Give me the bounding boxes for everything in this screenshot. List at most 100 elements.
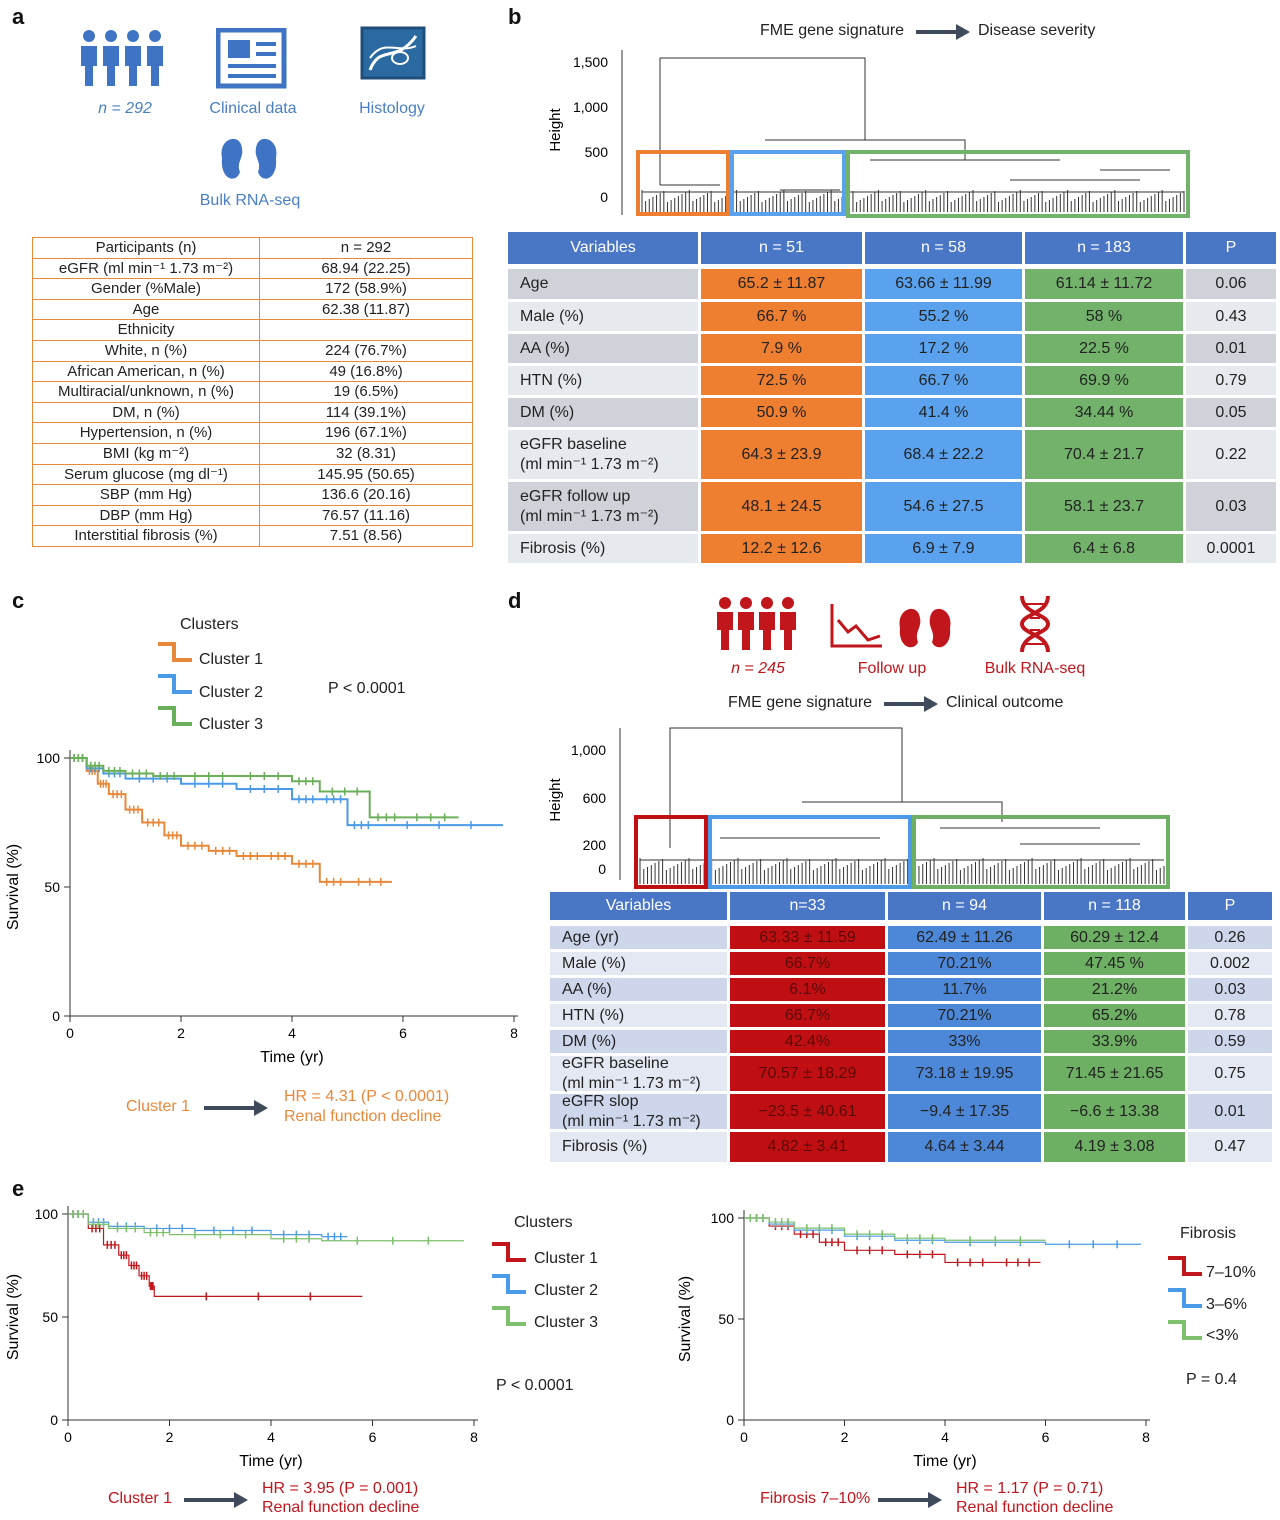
table-value-cell: 0.05: [1186, 398, 1276, 427]
table-value-cell: 33%: [888, 1030, 1041, 1053]
clinical-data-icon: [216, 28, 287, 89]
table-row: Age 62.38 (11.87): [32, 298, 473, 321]
table-value-cell: 114 (39.1%): [259, 401, 473, 424]
dendro-tick: 1,500: [573, 54, 608, 70]
table-value-cell: 63.66 ± 11.99: [865, 269, 1022, 299]
table-value-cell: 61.14 ± 11.72: [1025, 269, 1183, 299]
x-axis-label: Time (yr): [239, 1453, 302, 1470]
table-value-cell: 34.44 %: [1025, 398, 1183, 427]
table-value-cell: 65.2 ± 11.87: [701, 269, 862, 299]
table-value-cell: 70.21%: [888, 952, 1041, 975]
participants-table: Participants (n) n = 292 eGFR (ml min⁻¹ 1.…: [32, 237, 473, 547]
follow-up-icon: [830, 604, 951, 648]
hr-el: HR = 3.95 (P = 0.001): [262, 1480, 419, 1497]
table-label-cell: eGFR slop (ml min⁻¹ 1.73 m⁻²): [550, 1093, 727, 1130]
table-value-cell: 68.94 (22.25): [259, 257, 473, 280]
table-label-cell: Ethnicity: [32, 319, 260, 341]
km-curve-1: [744, 1217, 1041, 1264]
table-value-cell: 58.1 ± 23.7: [1025, 482, 1183, 531]
table-label-cell: HTN (%): [508, 366, 698, 395]
table-header: n = 51: [701, 232, 862, 264]
table-row: Hypertension, n (%) 196 (67.1%): [32, 422, 473, 444]
y-tick-label: 50: [44, 879, 60, 895]
table-header: n = 118: [1044, 892, 1185, 920]
dendro-tick: 500: [585, 144, 609, 160]
table-value-cell: 196 (67.1%): [259, 422, 473, 444]
table-value-cell: 41.4 %: [865, 398, 1022, 427]
axis-frame: [743, 1210, 1150, 1421]
table-value-cell: 0.22: [1186, 430, 1276, 479]
table-value-cell: 62.38 (11.87): [259, 298, 473, 321]
table-value-cell: 32 (8.31): [259, 442, 473, 465]
km-chart-c: 0 2 4 6 8 0 50 100 Time (yr) Survival (%): [5, 750, 518, 1066]
table-value-cell: 0.06: [1186, 269, 1276, 299]
legend-item-el2: Cluster 2: [534, 1282, 599, 1299]
table-label-cell: Gender (%Male): [32, 278, 260, 300]
x-axis-label: Time (yr): [913, 1453, 976, 1470]
table-value-cell: 63.33 ± 11.59: [730, 926, 885, 949]
table-header: n = 94: [888, 892, 1041, 920]
km-chart-e-right: 0 2 4 6 8 0 50 100 Time (yr) Survival (%): [677, 1210, 1150, 1470]
axis-frame: [67, 1206, 478, 1421]
table-row: African American, n (%) 49 (16.8%): [32, 360, 473, 383]
table-header: P: [1188, 892, 1272, 920]
x-tick-label: 4: [941, 1429, 949, 1445]
table-value-cell: 0.03: [1188, 978, 1272, 1001]
y-tick-label: 0: [50, 1412, 58, 1428]
panel-letter-e: e: [12, 1176, 25, 1201]
table-value-cell: 54.6 ± 27.5: [865, 482, 1022, 531]
table-value-cell: 0.002: [1188, 952, 1272, 975]
rna-seq-label-d: Bulk RNA-seq: [984, 660, 1086, 677]
table-value-cell: 0.01: [1186, 334, 1276, 363]
table-value-cell: 33.9%: [1044, 1030, 1185, 1053]
table-label-cell: BMI (kg m⁻²): [32, 442, 260, 465]
follow-up-label: Follow up: [857, 660, 927, 677]
flow-left-d: FME gene signature: [728, 694, 873, 711]
table-value-cell: 66.7 %: [865, 366, 1022, 395]
y-tick-label: 100: [37, 750, 61, 766]
dendro-tick: 0: [600, 189, 608, 205]
table-header: P: [1186, 232, 1276, 264]
x-tick-label: 0: [740, 1429, 748, 1445]
table-value-cell: 42.4%: [730, 1030, 885, 1053]
table-value-cell: 19 (6.5%): [259, 381, 473, 403]
table-label-cell: Hypertension, n (%): [32, 422, 260, 444]
flow-left-el: Cluster 1: [108, 1490, 173, 1507]
x-axis-label: Time (yr): [260, 1049, 323, 1066]
table-header: n = 58: [865, 232, 1022, 264]
table-header: Variables: [508, 232, 698, 264]
table-label-cell: eGFR (ml min⁻¹ 1.73 m⁻²): [32, 257, 260, 280]
legend-item-el1: Cluster 1: [534, 1250, 599, 1267]
table-value-cell: 0.0001: [1186, 534, 1276, 563]
x-tick-label: 2: [166, 1429, 174, 1445]
table-value-cell: 4.82 ± 3.41: [730, 1132, 885, 1162]
x-tick-label: 6: [369, 1429, 377, 1445]
dendro-tick: 200: [583, 837, 607, 853]
legend-item-c2: Cluster 2: [199, 684, 264, 701]
table-value-cell: −9.4 ± 17.35: [888, 1094, 1041, 1129]
x-tick-label: 8: [510, 1025, 518, 1041]
table-row: DBP (mm Hg) 76.57 (11.16): [32, 504, 473, 527]
table-value-cell: 49 (16.8%): [259, 360, 473, 383]
x-tick-label: 4: [267, 1429, 275, 1445]
table-label-cell: eGFR baseline (ml min⁻¹ 1.73 m⁻²): [508, 430, 698, 479]
arrow-icon: [184, 1492, 248, 1508]
table-row: SBP (mm Hg) 136.6 (20.16): [32, 484, 473, 506]
dendrogram-b: Height 1,500 1,000 500 0: [547, 50, 1190, 218]
table-value-cell: 58 %: [1025, 302, 1183, 331]
arrow-icon: [204, 1100, 268, 1116]
axis-frame: [69, 750, 518, 1017]
table-value-cell: 0.78: [1188, 1004, 1272, 1027]
dendro-tick: 0: [598, 861, 606, 877]
table-value-cell: 0.47: [1188, 1132, 1272, 1162]
legend-swatches-c: [158, 642, 192, 726]
legend-swatches-er: [1168, 1256, 1202, 1340]
table-header: Variables: [550, 892, 727, 920]
table-value-cell: 224 (76.7%): [259, 339, 473, 362]
participants-label: n = 292: [98, 100, 152, 117]
table-row: Participants (n) n = 292: [32, 237, 473, 259]
legend-title-c: Clusters: [180, 616, 239, 633]
km-curve-2: [744, 1217, 1141, 1245]
table-label-cell: HTN (%): [550, 1004, 727, 1027]
legend-item-el3: Cluster 3: [534, 1314, 599, 1331]
